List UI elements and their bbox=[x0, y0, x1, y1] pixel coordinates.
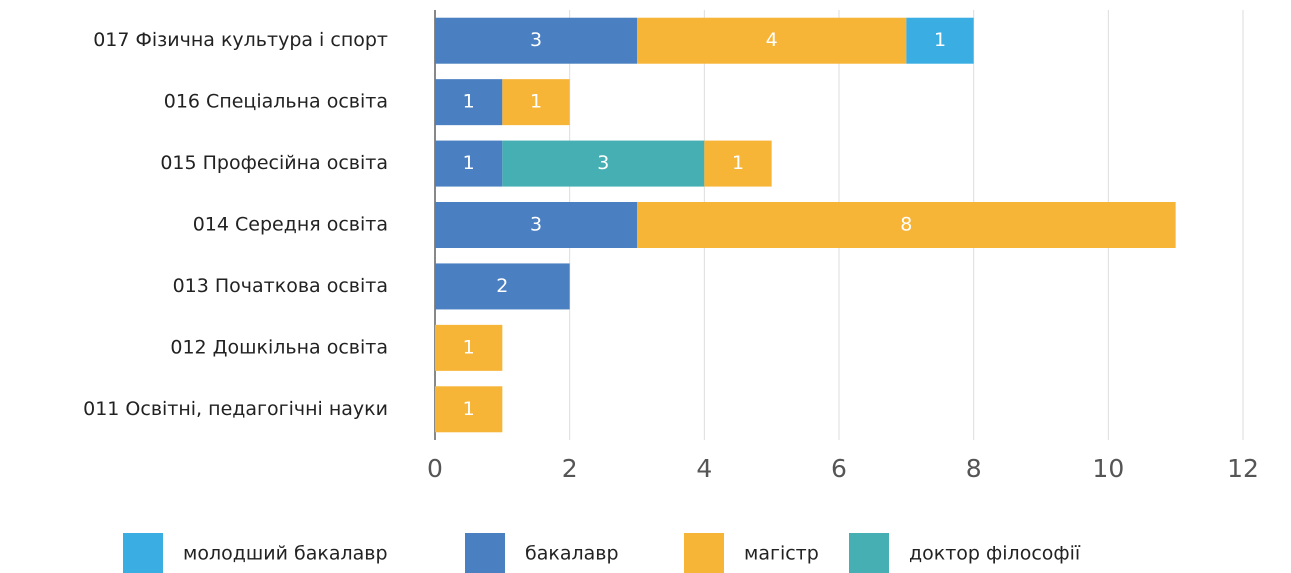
value-label: 3 bbox=[597, 152, 609, 174]
legend-label: бакалавр bbox=[525, 543, 619, 565]
x-tick-label: 0 bbox=[427, 454, 443, 483]
value-label: 1 bbox=[463, 398, 475, 420]
legend-label: молодший бакалавр bbox=[183, 543, 388, 565]
value-label: 2 bbox=[496, 275, 508, 297]
bar-segment bbox=[637, 202, 1176, 248]
bar-segment bbox=[435, 386, 503, 433]
x-tick-label: 8 bbox=[966, 454, 982, 483]
value-label: 1 bbox=[934, 29, 946, 51]
bar-segment bbox=[637, 17, 907, 64]
legend-swatch bbox=[849, 533, 889, 573]
bar-segment bbox=[906, 17, 974, 64]
value-label: 4 bbox=[766, 29, 778, 51]
bar-segment bbox=[435, 324, 503, 371]
category-label: 012 Дошкільна освіта bbox=[170, 336, 388, 358]
legend-swatch bbox=[123, 533, 163, 573]
x-tick-label: 4 bbox=[696, 454, 712, 483]
value-label: 3 bbox=[530, 29, 542, 51]
legend-swatch bbox=[684, 533, 724, 573]
bar-segment bbox=[502, 79, 570, 126]
category-label: 015 Професійна освіта bbox=[160, 152, 388, 174]
category-label: 013 Початкова освіта bbox=[173, 275, 388, 297]
x-tick-label: 2 bbox=[562, 454, 578, 483]
bar-segment bbox=[704, 140, 772, 187]
bar-segment bbox=[435, 17, 637, 64]
category-label: 011 Освітні, педагогічні науки bbox=[83, 398, 388, 420]
bar-segment bbox=[435, 79, 503, 126]
bar-segment bbox=[435, 140, 503, 187]
value-label: 1 bbox=[463, 152, 475, 174]
bar-segment bbox=[502, 140, 705, 187]
value-label: 8 bbox=[900, 214, 912, 236]
value-label: 1 bbox=[732, 152, 744, 174]
bar-segment bbox=[435, 263, 570, 310]
x-tick-label: 6 bbox=[831, 454, 847, 483]
value-label: 3 bbox=[530, 214, 542, 236]
x-tick-label: 10 bbox=[1092, 454, 1124, 483]
value-label: 1 bbox=[463, 91, 475, 113]
category-label: 014 Середня освіта bbox=[193, 214, 388, 236]
legend-label: магістр bbox=[744, 543, 819, 565]
legend-swatch bbox=[465, 533, 505, 573]
category-label: 017 Фізична культура і спорт bbox=[93, 29, 388, 51]
value-label: 1 bbox=[530, 91, 542, 113]
value-label: 1 bbox=[463, 336, 475, 358]
category-label: 016 Спеціальна освіта bbox=[164, 91, 388, 113]
bar-segment bbox=[435, 202, 637, 248]
legend-label: доктор філософії bbox=[909, 543, 1081, 565]
x-tick-label: 12 bbox=[1227, 454, 1259, 483]
